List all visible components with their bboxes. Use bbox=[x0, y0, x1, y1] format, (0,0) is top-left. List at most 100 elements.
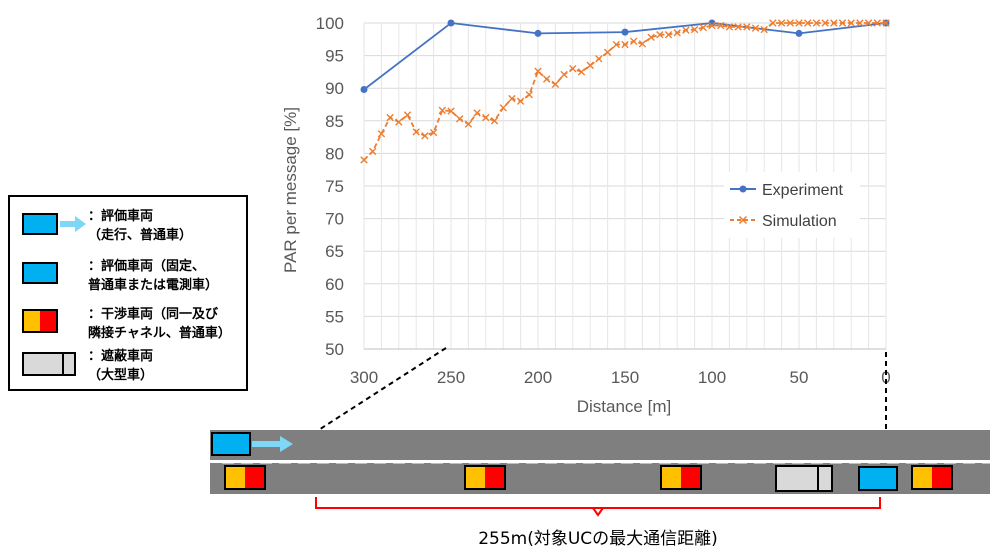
data-point-simulation bbox=[751, 24, 760, 32]
chart-legend: Experiment Simulation bbox=[724, 172, 860, 238]
chart-legend-box bbox=[724, 172, 860, 238]
data-point-simulation bbox=[690, 25, 699, 34]
y-tick-label: 100 bbox=[316, 14, 344, 33]
x-tick-label: 50 bbox=[790, 368, 809, 387]
data-point-simulation bbox=[612, 40, 620, 49]
eval-vehicle-fixed bbox=[858, 466, 898, 491]
data-point-simulation bbox=[821, 19, 829, 27]
data-point-experiment bbox=[621, 28, 629, 36]
x-axis-label: Distance [m] bbox=[577, 397, 671, 416]
data-point-simulation bbox=[830, 19, 838, 27]
data-point-simulation bbox=[682, 26, 690, 34]
y-tick-label: 55 bbox=[325, 307, 344, 326]
y-tick-label: 90 bbox=[325, 79, 344, 98]
data-point-simulation bbox=[603, 48, 612, 57]
data-point-simulation bbox=[673, 29, 681, 37]
data-point-simulation bbox=[543, 75, 551, 83]
data-point-simulation bbox=[508, 94, 516, 103]
data-point-simulation bbox=[586, 61, 594, 70]
gridlines bbox=[363, 22, 887, 350]
data-point-simulation bbox=[534, 67, 542, 75]
interference-vehicle-swatch bbox=[22, 309, 58, 333]
data-point-simulation bbox=[525, 91, 533, 99]
data-point-simulation bbox=[847, 19, 855, 27]
interference-vehicle bbox=[911, 465, 953, 490]
simulation-legend-marker bbox=[738, 215, 748, 225]
vehicle-legend: ：評価車両 （走行、普通車） ：評価車両（固定、 普通車または電測車） ：干渉車… bbox=[8, 195, 248, 391]
interference-vehicle bbox=[224, 465, 266, 490]
data-point-simulation bbox=[734, 23, 742, 31]
data-point-simulation bbox=[638, 40, 647, 48]
data-point-simulation bbox=[630, 37, 638, 45]
moving-arrow-icon bbox=[252, 436, 293, 452]
data-point-experiment bbox=[795, 29, 803, 37]
data-point-simulation bbox=[882, 19, 890, 27]
data-point-simulation bbox=[447, 107, 455, 115]
data-point-simulation bbox=[717, 21, 725, 30]
legend-item-text-line2: （大型車） bbox=[88, 368, 154, 383]
legend-item-text-line1: ：評価車両 bbox=[88, 209, 154, 224]
data-point-simulation bbox=[873, 19, 881, 27]
data-point-simulation bbox=[490, 117, 499, 125]
data-point-experiment bbox=[534, 29, 542, 37]
data-point-simulation bbox=[386, 113, 394, 122]
y-tick-label: 95 bbox=[325, 47, 344, 66]
y-tick-label: 50 bbox=[325, 340, 344, 359]
x-tick-label: 250 bbox=[437, 368, 465, 387]
eval-vehicle-moving bbox=[211, 432, 251, 456]
data-point-simulation bbox=[569, 64, 577, 73]
data-point-simulation bbox=[369, 147, 377, 156]
legend-item-text-line2: （走行、普通車） bbox=[88, 228, 193, 243]
shield-vehicle bbox=[775, 465, 833, 492]
data-point-simulation bbox=[473, 109, 481, 117]
legend-item-text-line2: 隣接チャネル、普通車） bbox=[88, 326, 231, 341]
x-tick-label: 0 bbox=[881, 368, 890, 387]
simulation-legend-label: Simulation bbox=[762, 213, 837, 230]
projection-line-250m bbox=[313, 347, 447, 434]
data-point-experiment bbox=[360, 86, 368, 94]
data-point-simulation bbox=[699, 23, 707, 32]
data-point-simulation bbox=[647, 33, 655, 42]
distance-bracket bbox=[315, 497, 881, 509]
data-point-simulation bbox=[864, 19, 873, 27]
tick-labels: 50 55 60 65 70 75 80 85 90 95 100 300 250 200 150 100 50… bbox=[316, 14, 891, 387]
data-point-simulation bbox=[725, 23, 734, 31]
data-point-simulation bbox=[743, 23, 751, 31]
data-point-simulation bbox=[812, 19, 821, 27]
x-tick-label: 100 bbox=[698, 368, 726, 387]
legend-item-text-line1: ：遮蔽車両 bbox=[88, 349, 154, 364]
interference-vehicle bbox=[464, 465, 506, 490]
distance-bracket-notch bbox=[592, 507, 604, 517]
y-tick-label: 70 bbox=[325, 210, 344, 229]
legend-item-text-line1: ：評価車両（固定、 bbox=[88, 259, 206, 274]
eval-vehicle-fixed-swatch bbox=[22, 262, 58, 284]
shield-vehicle-swatch bbox=[22, 352, 76, 376]
data-point-simulation bbox=[621, 40, 629, 49]
data-point-simulation bbox=[577, 68, 586, 76]
x-tick-label: 300 bbox=[350, 368, 378, 387]
data-point-simulation bbox=[421, 132, 429, 140]
data-point-simulation bbox=[769, 19, 777, 27]
data-point-simulation bbox=[395, 118, 403, 126]
data-point-simulation bbox=[403, 111, 412, 119]
data-point-simulation bbox=[856, 19, 864, 27]
data-point-simulation bbox=[664, 31, 673, 39]
x-tick-label: 150 bbox=[611, 368, 639, 387]
legend-item-text-line1: ：干渉車両（同一及び bbox=[88, 307, 219, 322]
data-point-simulation bbox=[482, 113, 490, 122]
y-tick-label: 80 bbox=[325, 144, 344, 163]
lane-gap-bottom bbox=[210, 464, 990, 467]
data-point-simulation bbox=[551, 80, 560, 88]
road-diagram bbox=[210, 430, 990, 494]
data-point-simulation bbox=[595, 55, 603, 63]
data-point-simulation bbox=[456, 115, 464, 123]
data-point-simulation bbox=[438, 106, 446, 115]
arrow-icon bbox=[60, 216, 86, 232]
x-tick-label: 200 bbox=[524, 368, 552, 387]
y-tick-label: 65 bbox=[325, 242, 344, 261]
data-point-simulation bbox=[412, 128, 420, 136]
data-point-simulation bbox=[560, 70, 568, 79]
data-point-simulation bbox=[656, 31, 664, 39]
data-point-simulation bbox=[708, 21, 716, 30]
